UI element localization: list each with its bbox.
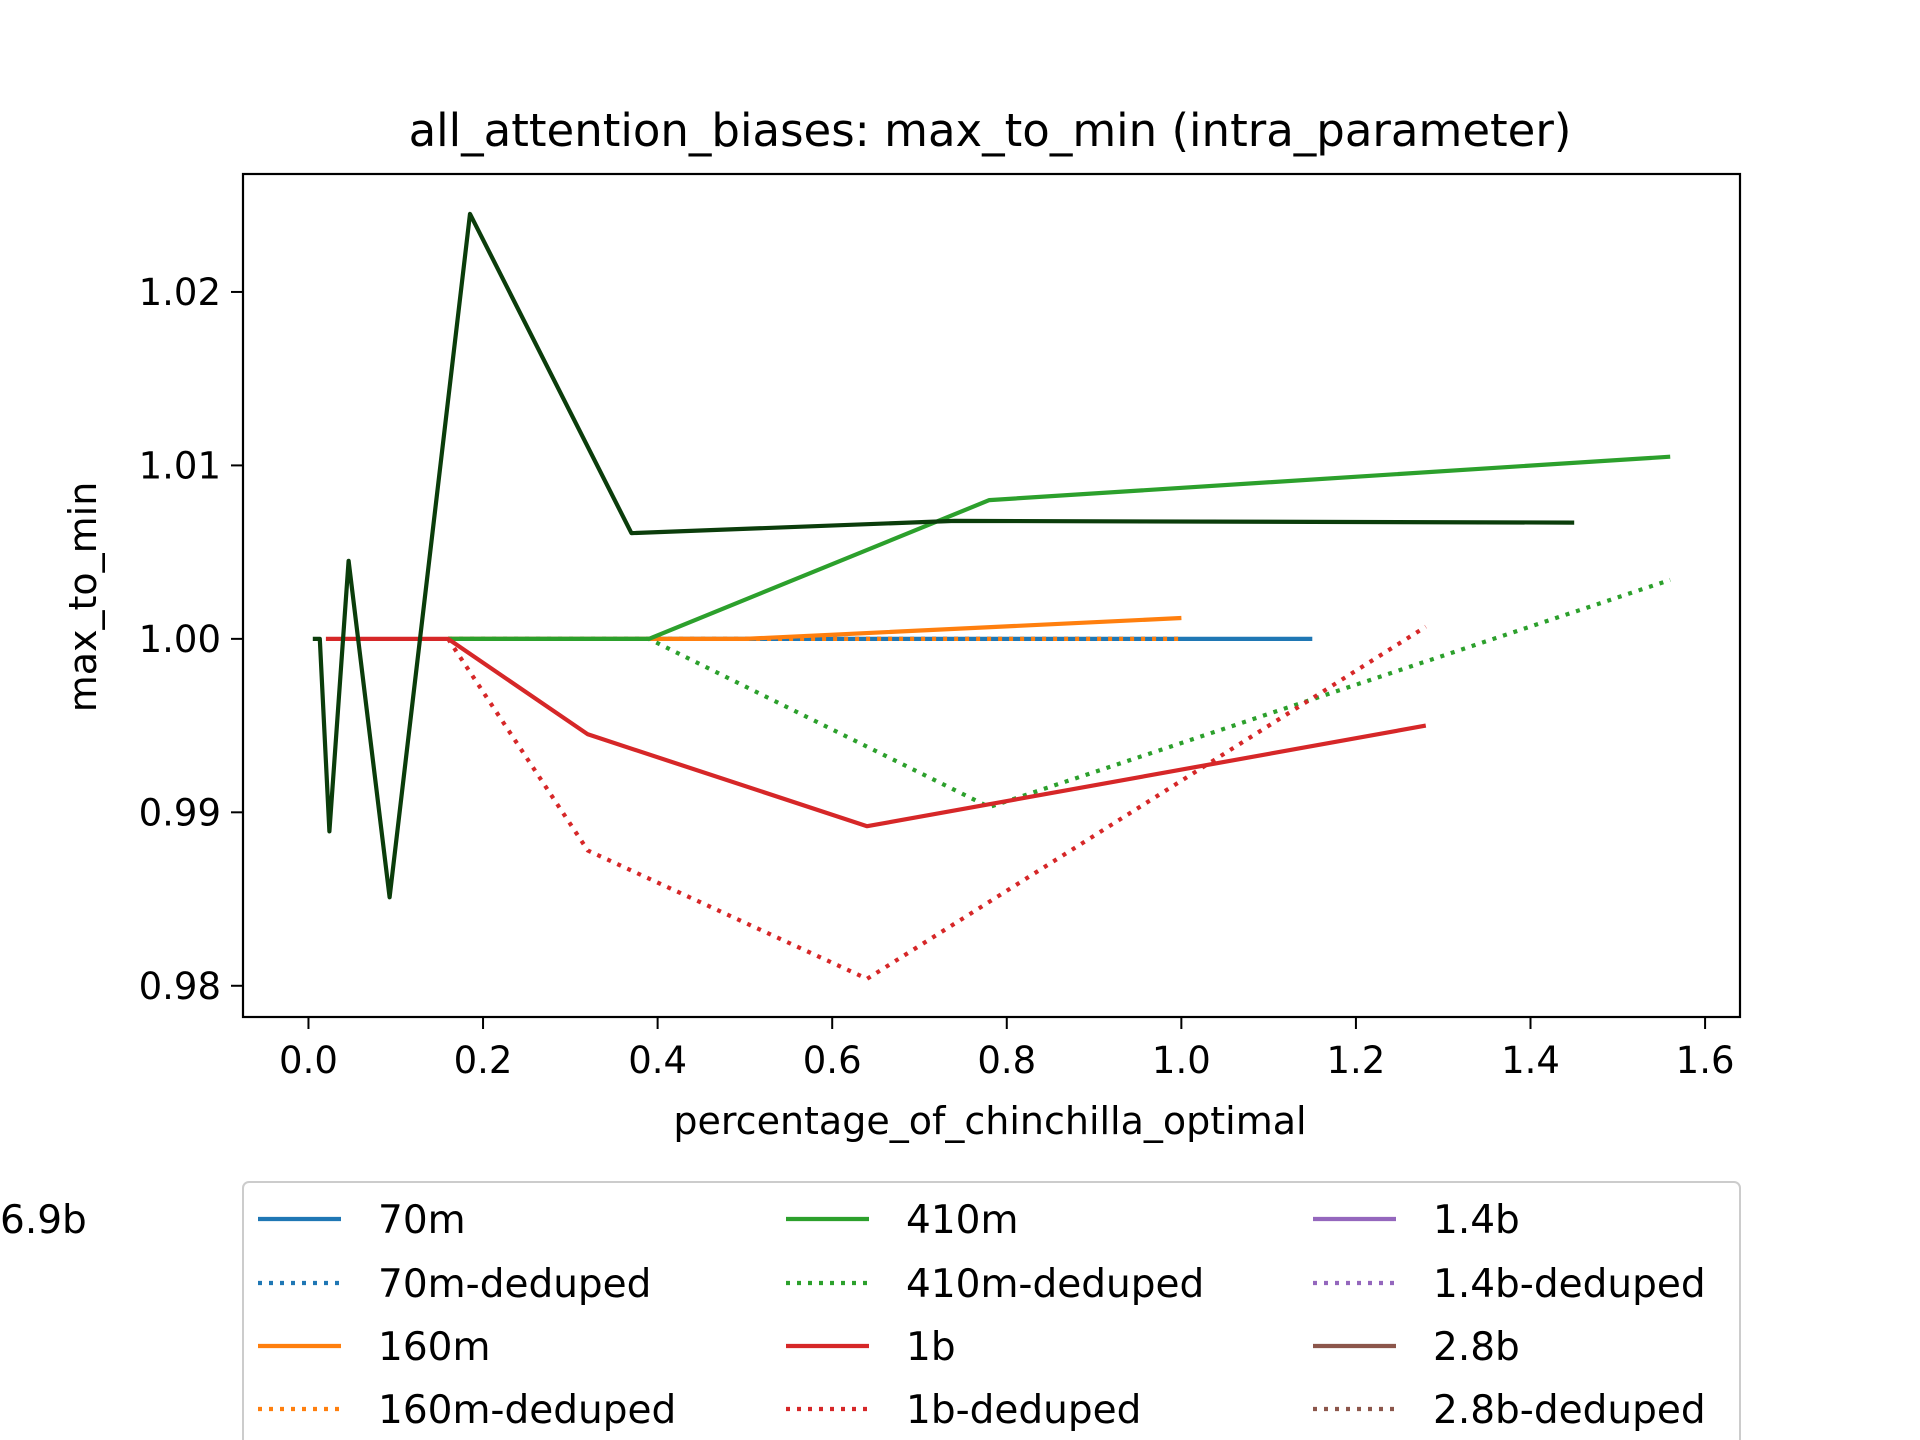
legend-label-410m-deduped: 410m-deduped <box>906 1262 1204 1307</box>
y-tick-label: 0.99 <box>139 791 221 834</box>
legend-label-410m: 410m <box>906 1198 1018 1243</box>
chart-title: all_attention_biases: max_to_min (intra_… <box>409 104 1572 157</box>
legend: 70m 70m-deduped 160m 160m-deduped 410m 410m-d… <box>0 1181 1741 1440</box>
x-tick-label: 0.0 <box>279 1039 338 1082</box>
x-tick-label: 1.0 <box>1152 1039 1211 1082</box>
legend-box <box>242 1181 1741 1440</box>
legend-label-1b: 1b <box>906 1325 956 1370</box>
x-tick-label: 0.6 <box>803 1039 862 1082</box>
y-tick-label: 0.98 <box>139 965 221 1008</box>
legend-label-2.8b: 2.8b <box>1433 1325 1520 1370</box>
legend-label-1b-deduped: 1b-deduped <box>906 1388 1141 1433</box>
y-tick-label: 1.00 <box>139 618 221 661</box>
y-tick-label: 1.01 <box>139 444 221 487</box>
legend-label-1.4b-deduped: 1.4b-deduped <box>1433 1262 1706 1307</box>
legend-label-160m: 160m <box>378 1325 490 1370</box>
x-axis-title: percentage_of_chinchilla_optimal <box>673 1099 1306 1143</box>
ticks-layer: 0.0 0.2 0.4 0.6 0.8 1.0 1.2 1.4 1.6 0.98 0.99 1.00 1… <box>139 271 1735 1082</box>
legend-label-70m: 70m <box>378 1198 466 1243</box>
series-line-410m <box>448 454 1671 642</box>
plot-area <box>312 211 1671 981</box>
axes-frame <box>241 172 1742 1019</box>
series-line-1b <box>325 636 1427 829</box>
x-tick-label: 1.6 <box>1676 1039 1735 1082</box>
series-line-1b-deduped <box>446 624 1427 981</box>
x-tick-label: 0.4 <box>628 1039 687 1082</box>
x-tick-label: 0.8 <box>977 1039 1036 1082</box>
series-line-6.9b <box>312 211 1575 900</box>
series-line-160m <box>448 615 1182 642</box>
legend-label-70m-deduped: 70m-deduped <box>378 1262 651 1307</box>
y-tick-label: 1.02 <box>139 271 221 314</box>
legend-label-1.4b: 1.4b <box>1433 1198 1520 1243</box>
legend-label-160m-deduped: 160m-deduped <box>378 1388 676 1433</box>
legend-label-6.9b: 6.9b <box>0 1198 87 1243</box>
y-axis-title: max_to_min <box>61 482 105 713</box>
series-line-410m-deduped <box>448 577 1671 810</box>
legend-label-2.8b-deduped: 2.8b-deduped <box>1433 1388 1706 1433</box>
x-tick-label: 1.4 <box>1501 1039 1560 1082</box>
x-tick-label: 1.2 <box>1327 1039 1386 1082</box>
x-tick-label: 0.2 <box>454 1039 513 1082</box>
